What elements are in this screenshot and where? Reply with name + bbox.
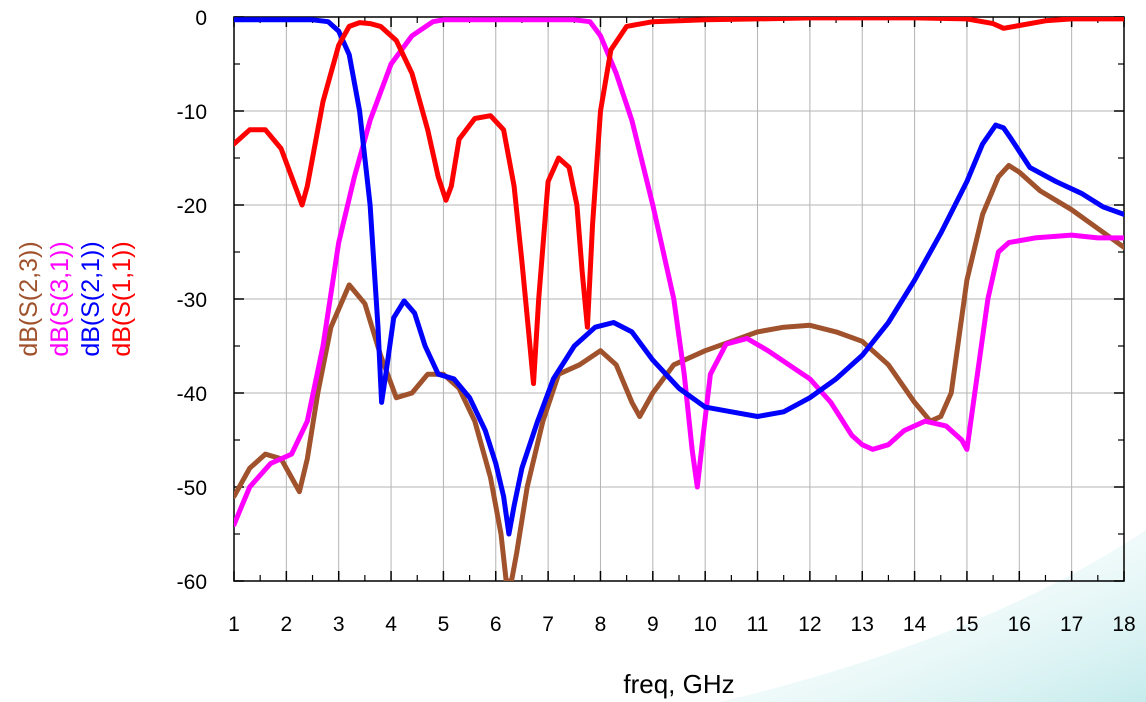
x-tick-label: 13 xyxy=(851,613,874,636)
x-tick-label: 16 xyxy=(1008,613,1031,636)
x-tick-label: 4 xyxy=(385,613,397,636)
grid xyxy=(234,17,1124,581)
x-tick-label: 17 xyxy=(1060,613,1083,636)
legend: dB(S(2,3)) dB(S(3,1)) dB(S(2,1)) dB(S(1,1)) xyxy=(15,241,136,356)
y-tick-label: -40 xyxy=(177,383,207,406)
x-tick-label: 5 xyxy=(438,613,450,636)
legend-entry: dB(S(2,1)) xyxy=(77,241,105,356)
y-tick-label: -60 xyxy=(177,571,207,594)
y-tick-label: -20 xyxy=(177,195,207,218)
series-layer xyxy=(234,17,1124,581)
axes: 1 2 3 4 5 6 7 8 9 10 11 12 13 14 15 16 17 180-10-20-30-40… xyxy=(177,7,1136,636)
x-tick-label: 2 xyxy=(281,613,293,636)
plot-frame xyxy=(233,16,1125,582)
legend-entry: dB(S(1,1)) xyxy=(108,241,136,356)
y-tick-label: -10 xyxy=(177,101,207,124)
x-tick-label: 14 xyxy=(903,613,927,636)
x-axis-title: freq, GHz xyxy=(623,669,734,699)
series-line-1 xyxy=(234,163,1124,581)
series-line-2 xyxy=(234,17,1124,528)
x-tick-label: 3 xyxy=(333,613,345,636)
y-tick-label: -30 xyxy=(177,289,207,312)
legend-entry: dB(S(2,3)) xyxy=(15,241,43,356)
x-tick-label: 18 xyxy=(1112,613,1135,636)
x-tick-label: 7 xyxy=(542,613,554,636)
x-tick-label: 8 xyxy=(595,613,607,636)
x-tick-label: 11 xyxy=(747,613,769,636)
decorative-corner-wash xyxy=(720,530,1146,702)
y-tick-label: 0 xyxy=(195,7,207,30)
x-tick-label: 10 xyxy=(693,613,716,636)
series-line-4 xyxy=(234,17,1124,387)
x-tick-label: 6 xyxy=(490,613,502,636)
x-tick-label: 15 xyxy=(955,613,978,636)
legend-entry: dB(S(3,1)) xyxy=(46,241,74,356)
x-tick-label: 12 xyxy=(798,613,821,636)
x-tick-label: 1 xyxy=(228,613,240,636)
series-line-3 xyxy=(234,17,1124,537)
y-tick-label: -50 xyxy=(177,477,207,500)
x-tick-label: 9 xyxy=(647,613,659,636)
